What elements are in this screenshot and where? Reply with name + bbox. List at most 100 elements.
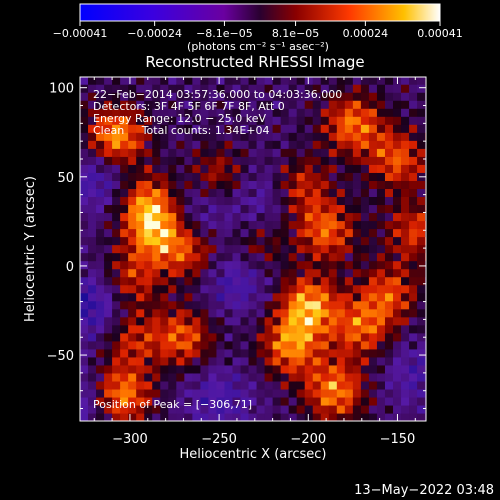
heatmap-cell <box>192 284 201 294</box>
heatmap-cell <box>208 364 218 374</box>
heatmap-cell <box>304 340 314 350</box>
heatmap-cell <box>88 252 97 262</box>
heatmap-cell <box>401 116 410 125</box>
heatmap-cell <box>288 124 298 133</box>
heatmap-cell <box>240 164 250 173</box>
heatmap-cell <box>104 404 113 414</box>
heatmap-cell <box>360 396 370 406</box>
heatmap-cell <box>296 396 306 406</box>
heatmap-cell <box>417 324 426 334</box>
heatmap-cell <box>88 196 97 206</box>
heatmap-cell <box>304 196 314 206</box>
heatmap-cell <box>200 292 210 302</box>
heatmap-cell <box>368 164 378 173</box>
heatmap-cell <box>360 196 370 206</box>
heatmap-cell <box>288 212 298 222</box>
heatmap-cell <box>360 388 370 398</box>
heatmap-cell <box>409 380 418 390</box>
heatmap-cell <box>328 324 338 334</box>
heatmap-cell <box>393 228 402 238</box>
heatmap-cell <box>88 124 97 133</box>
heatmap-cell <box>409 180 418 189</box>
heatmap-cell <box>224 228 234 238</box>
heatmap-cell <box>168 364 177 374</box>
heatmap-cell <box>417 124 426 133</box>
heatmap-cell <box>272 92 282 101</box>
heatmap-cell <box>96 292 105 302</box>
heatmap-cell <box>184 84 193 93</box>
heatmap-cell <box>104 388 113 398</box>
heatmap-cell <box>401 252 410 262</box>
heatmap-cell <box>272 356 282 366</box>
heatmap-cell <box>352 116 362 125</box>
heatmap-cell <box>360 164 370 173</box>
heatmap-cell <box>192 156 201 165</box>
heatmap-cell <box>112 396 121 406</box>
heatmap-cell <box>256 124 266 133</box>
heatmap-cell <box>232 332 242 342</box>
heatmap-cell <box>288 100 298 109</box>
heatmap-cell <box>360 404 370 414</box>
heatmap-cell <box>200 404 210 414</box>
heatmap-cell <box>168 340 177 350</box>
heatmap-cell <box>248 244 258 254</box>
heatmap-cell <box>232 156 242 165</box>
heatmap-cell <box>136 132 145 141</box>
heatmap-cell <box>120 92 129 101</box>
heatmap-cell <box>232 308 242 318</box>
heatmap-cell <box>176 188 185 198</box>
heatmap-cell <box>88 364 97 374</box>
heatmap-cell <box>96 396 105 406</box>
heatmap-cell <box>216 276 226 286</box>
heatmap-cell <box>360 324 370 334</box>
heatmap-cell <box>376 308 386 318</box>
heatmap-cell <box>240 220 250 230</box>
heatmap-cell <box>232 396 242 406</box>
heatmap-cell <box>200 212 210 222</box>
heatmap-cell <box>376 180 386 189</box>
heatmap-cell <box>144 180 153 189</box>
heatmap-cell <box>272 148 282 157</box>
heatmap-cell <box>96 92 105 101</box>
heatmap-cell <box>344 180 354 189</box>
heatmap-cell <box>256 324 266 334</box>
heatmap-cell <box>216 332 226 342</box>
heatmap-cell <box>312 196 322 206</box>
heatmap-cell <box>401 260 410 270</box>
heatmap-cell <box>352 388 362 398</box>
heatmap-cell <box>112 372 121 382</box>
heatmap-cell <box>176 396 185 406</box>
heatmap-cell <box>320 292 330 302</box>
heatmap-cell <box>409 244 418 254</box>
heatmap-cell <box>192 140 201 149</box>
heatmap-cell <box>200 180 210 189</box>
heatmap-cell <box>160 212 169 222</box>
heatmap-cell <box>104 316 113 326</box>
heatmap-cell <box>280 100 290 109</box>
heatmap-cell <box>248 212 258 222</box>
heatmap-cell <box>200 124 210 133</box>
y-axis-label: Heliocentric Y (arcsec) <box>23 176 38 322</box>
heatmap-cell <box>384 196 394 206</box>
heatmap-cell <box>208 348 218 358</box>
heatmap-cell <box>409 164 418 173</box>
heatmap-cell <box>376 324 386 334</box>
heatmap-cell <box>409 172 418 181</box>
heatmap-cell <box>272 116 282 125</box>
heatmap-cell <box>160 396 169 406</box>
heatmap-cell <box>393 156 402 165</box>
heatmap-cell <box>256 364 266 374</box>
heatmap-cell <box>176 77 185 85</box>
heatmap-cell <box>320 348 330 358</box>
heatmap-cell <box>224 292 234 302</box>
heatmap-cell <box>152 100 161 109</box>
heatmap-cell <box>80 164 89 173</box>
heatmap-cell <box>144 260 153 270</box>
heatmap-cell <box>248 380 258 390</box>
heatmap-cell <box>376 348 386 358</box>
heatmap-cell <box>336 356 346 366</box>
heatmap-cell <box>104 268 113 278</box>
heatmap-cell <box>136 220 145 230</box>
heatmap-cell <box>168 196 177 206</box>
heatmap-cell <box>368 396 378 406</box>
